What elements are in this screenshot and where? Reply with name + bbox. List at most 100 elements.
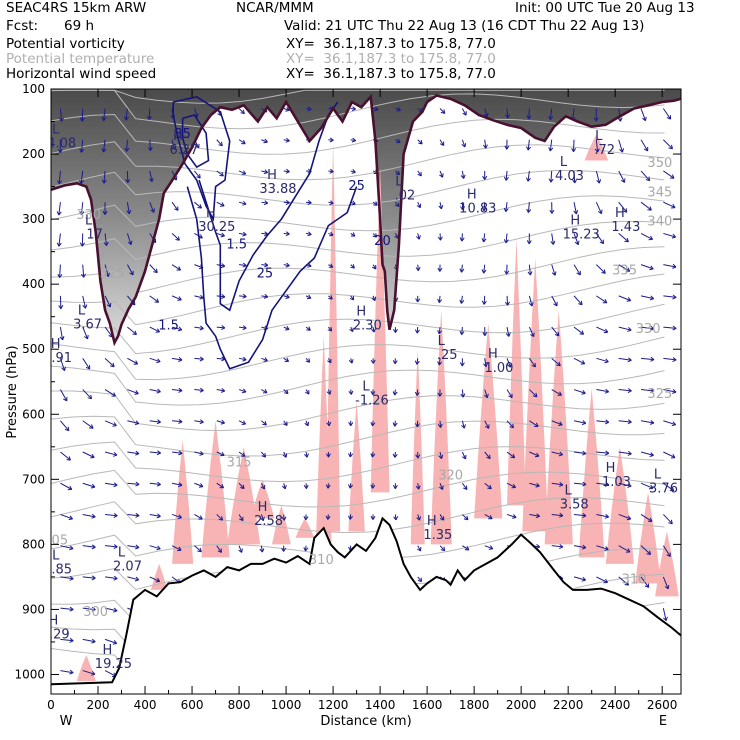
theta-line	[51, 303, 665, 355]
terrain-fill	[51, 516, 681, 694]
x-axis: 0 200 400 600 800 1000 1200 1400 1600 1800 2000 220…	[47, 89, 677, 712]
wind-arrow	[484, 451, 491, 460]
wind-arrow	[663, 420, 677, 427]
pv-extremum-value: 6.27	[169, 143, 198, 158]
pv-extremum-value: -1.26	[355, 394, 389, 409]
wind-arrow	[437, 420, 443, 428]
wind-arrow	[371, 295, 377, 302]
wind-arrow	[595, 201, 603, 215]
wind-arrow	[325, 483, 331, 489]
wind-arrow	[596, 357, 609, 364]
wind-arrow	[417, 170, 422, 177]
moisture-plume	[326, 141, 341, 532]
wind-arrow	[104, 264, 110, 277]
wind-arrow	[415, 295, 421, 303]
tropopause-line	[51, 93, 681, 347]
wind-arrow	[238, 514, 244, 522]
wind-arrow	[640, 514, 653, 522]
wind-arrow	[82, 358, 91, 370]
wind-arrow	[104, 575, 118, 581]
wind-arrow	[415, 264, 421, 271]
wind-arrow	[171, 357, 183, 362]
wind-arrow	[437, 389, 443, 397]
wind-speed-label: 25	[348, 179, 365, 194]
wind-arrow	[283, 262, 290, 268]
pv-extremum-kind: L	[362, 380, 370, 395]
wind-arrow	[640, 545, 652, 555]
wind-arrow	[102, 202, 108, 215]
wind-arrow	[483, 108, 489, 118]
wind-arrow	[525, 170, 531, 182]
wind-arrow	[663, 201, 676, 209]
wind-arrow	[663, 389, 677, 394]
wind-arrow	[171, 201, 179, 211]
pv-extremum-kind: L	[78, 303, 86, 318]
wind-arrow	[79, 233, 85, 247]
wind-arrow	[283, 168, 290, 174]
wind-arrow	[350, 137, 357, 143]
pv-extremum-kind: H	[467, 188, 477, 203]
wind-arrow	[572, 170, 578, 184]
wind-arrow	[526, 202, 532, 213]
wind-arrow	[438, 451, 444, 460]
forecast-label: Fcst:	[6, 18, 39, 34]
moisture-plume	[172, 440, 194, 564]
wind-arrow	[327, 326, 333, 332]
wind-arrow	[82, 420, 94, 429]
pv-extremum-value: 3.76	[649, 481, 678, 496]
wind-arrow	[459, 327, 465, 335]
wind-arrow	[596, 545, 609, 551]
pv-extremum-value: 4.03	[555, 169, 584, 184]
pv-extremum-value: 30.25	[198, 220, 235, 235]
moisture-plume	[410, 349, 425, 545]
wind-arrow	[328, 263, 334, 268]
wind-arrow	[596, 481, 610, 487]
wind-arrow	[127, 544, 140, 550]
wind-arrow	[527, 264, 533, 276]
theta-label: 310	[309, 553, 334, 568]
wind-arrow	[171, 513, 182, 520]
wind-arrow	[348, 389, 354, 395]
wind-arrow	[460, 389, 466, 398]
wind-arrow	[261, 293, 269, 299]
wind-arrow	[392, 327, 398, 333]
wind-arrow	[618, 513, 632, 521]
wind-arrow	[640, 325, 655, 331]
pv-extremum-kind: L	[118, 545, 126, 560]
y-tick-label: 1000	[14, 667, 45, 681]
wind-arrow	[663, 357, 677, 363]
wind-arrow	[127, 512, 140, 518]
wind-arrow	[640, 232, 654, 241]
theta-line	[51, 273, 665, 326]
wind-arrow	[437, 295, 443, 303]
init-time: Init: 00 UTC Tue 20 Aug 13	[515, 0, 695, 16]
wind-arrow	[618, 201, 628, 213]
wind-arrow	[104, 357, 115, 368]
pv-extremum: L17	[85, 214, 103, 243]
wind-arrow	[663, 139, 673, 150]
wind-arrow	[593, 108, 599, 122]
x-tick-label: 800	[228, 698, 251, 712]
x-tick-label: 1600	[412, 698, 443, 712]
wind-arrow	[149, 295, 160, 303]
wind-arrow	[82, 513, 96, 519]
wind-arrow	[506, 358, 512, 368]
wind-arrow	[238, 451, 246, 457]
moisture-plume	[76, 654, 96, 681]
wind-arrow	[573, 357, 586, 365]
wind-arrow	[596, 419, 610, 425]
wind-arrow	[283, 420, 288, 426]
wind-arrow	[238, 139, 246, 145]
wind-arrow	[437, 233, 443, 241]
wind-arrow	[484, 514, 493, 520]
wind-arrow	[461, 451, 467, 460]
wind-arrow	[596, 513, 610, 519]
wind-arrow	[596, 295, 608, 304]
wind-arrow	[149, 450, 161, 456]
wind-arrow	[394, 201, 400, 207]
field-xy-pv: XY= 36.1,187.3 to 175.8, 77.0	[286, 36, 496, 52]
pv-extremum: L3.58	[560, 484, 589, 513]
pv-extremum: H30.25	[198, 206, 235, 235]
pv-extremum-value: 3.67	[73, 317, 102, 332]
x-tick-label: 1800	[459, 698, 490, 712]
